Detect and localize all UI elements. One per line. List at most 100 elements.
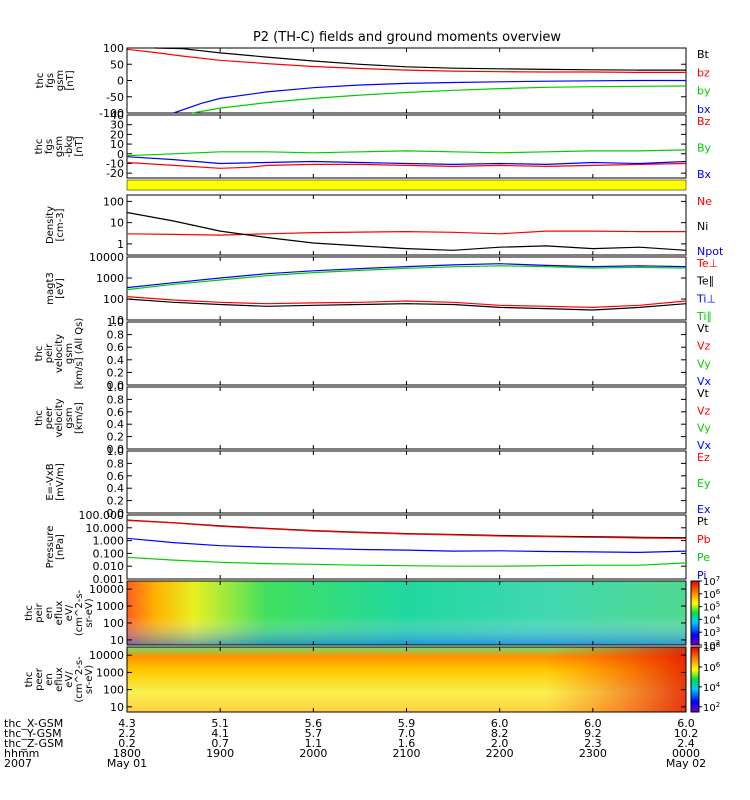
legend-entry: Ey [697,477,711,490]
legend-entry: Bz [697,115,711,128]
y-axis-label-line: eflux [54,667,65,692]
colorbar-tick-exponent: 3 [716,626,720,634]
series-line-Pb [126,519,687,539]
colorbar-tick-base: 10 [703,603,716,614]
y-axis-label-line: fgs [44,139,55,154]
y-tick-label: 0 [117,148,124,161]
colorbar-tick-label: 104 [703,613,721,626]
panel-frame [126,514,687,580]
y-tick-label: 10 [110,138,124,151]
legend-entry: Ex [697,503,711,516]
y-axis-label-line: en [44,673,55,686]
series-line-Ni [126,211,687,251]
colorbar-tick-base: 10 [703,590,716,601]
y-tick-label: 10 [110,701,124,714]
legend-entry: Vt [697,322,710,335]
y-tick-label: 0.001 [93,573,125,586]
y-axis-label-line: (cm^2-s- [74,656,85,703]
x-axis-tick-value: May 01 [107,757,147,770]
series-line-Pt [126,519,687,539]
legend-entry: Pb [697,533,711,546]
colorbar-tick-exponent: 8 [716,641,720,649]
x-axis-row-label: thc_Z-GSM [4,737,64,750]
colorbar-tick-base: 10 [703,577,716,588]
status-bar [126,179,687,191]
y-axis-label-line: gsm [64,407,75,428]
y-tick-label: 100 [103,617,124,630]
y-axis-label-line: en [44,607,55,620]
x-axis-tick-value: 0000 [672,747,700,760]
legend-entry: Vx [697,375,712,388]
y-tick-label: 0.2 [107,431,125,444]
y-tick-label: 0.4 [107,482,125,495]
colorbar-tick-exponent: 4 [716,681,721,689]
y-tick-label: 40 [110,109,124,122]
series-line-by [192,85,687,114]
colorbar-tick-base: 10 [703,641,716,652]
y-tick-label: 30 [110,119,124,132]
y-tick-label: 0.0 [107,507,125,520]
y-tick-label: 100 [103,42,124,55]
y-axis-label-line: [nT] [65,70,76,90]
panel-1: 100 50 0 -50 -100 thc fgs gsm [nT] Bt bz by bx [35,42,711,120]
y-tick-label: 100.000 [79,509,125,522]
x-axis-tick-value: 1.6 [398,737,416,750]
y-tick-label: 1.0 [107,445,125,458]
x-axis-tick-value: 5.1 [211,717,229,730]
y-tick-label: 0 [117,75,124,88]
y-axis-label-line: peir [34,602,45,622]
colorbar [690,646,700,713]
colorbar [690,580,700,646]
legend-entry: Ne [697,195,712,208]
y-axis-label-line: peer [44,406,55,430]
y-tick-label: 0.8 [107,457,125,470]
y-tick-label: 10000 [89,649,124,662]
legend-entry: bx [697,103,711,116]
y-axis-label-line: velocity [54,334,65,373]
y-axis-label-line: peir [44,343,55,363]
legend-entry: bz [697,66,710,79]
y-axis-label-line: velocity [54,398,65,437]
x-axis-tick-value: 8.2 [491,727,509,740]
y-tick-label: 10 [110,217,124,230]
legend-entry: Vz [697,404,711,417]
x-axis-tick-value: 2000 [299,747,327,760]
x-axis-tick-value: 1800 [113,747,141,760]
legend-entry: Vx [697,439,712,452]
series-line-Ti⊥ [126,263,687,289]
y-tick-label: 100 [103,684,124,697]
legend-entry: Ti∥ [696,310,712,323]
colorbar-tick-label: 102 [703,701,720,714]
y-tick-label: 1000 [96,272,124,285]
x-axis-tick-value: 5.7 [305,727,323,740]
legend-entry: Pt [697,515,709,528]
x-axis-tick-value: 2300 [579,747,607,760]
y-axis-label-line: [nPa] [55,534,66,560]
x-axis-row-label: hhmm [4,747,39,760]
colorbar-tick-exponent: 5 [716,601,720,609]
y-axis-label-line: E=-VxB [45,463,56,500]
y-tick-label: 1000 [96,600,124,613]
y-tick-label: 0.4 [107,418,125,431]
y-axis-label-line: thc [24,672,35,688]
series-line-Bx [126,156,687,166]
y-axis-label-line: sr-eV) [84,598,95,627]
y-tick-label: 20 [110,128,124,141]
colorbar-tick-exponent: 6 [716,588,721,596]
x-axis-row-label: thc_X-GSM [4,717,63,730]
y-axis-label-line: (cm^2-s- [74,589,85,636]
series-line-Te∥ [126,298,687,311]
series-line-Ne [126,230,686,236]
series-line-Bz [126,161,687,169]
y-axis-label-line: [nT] [74,136,85,156]
colorbar-tick-label: 106 [703,588,721,601]
series-line-Pi [126,537,687,554]
x-axis-tick-value: 0.7 [211,737,229,750]
legend-entry: Vz [697,340,711,353]
y-axis-label-line: -bkg [64,135,75,157]
legend-entry: Te∥ [696,275,714,288]
y-tick-label: 0.0 [107,379,125,392]
